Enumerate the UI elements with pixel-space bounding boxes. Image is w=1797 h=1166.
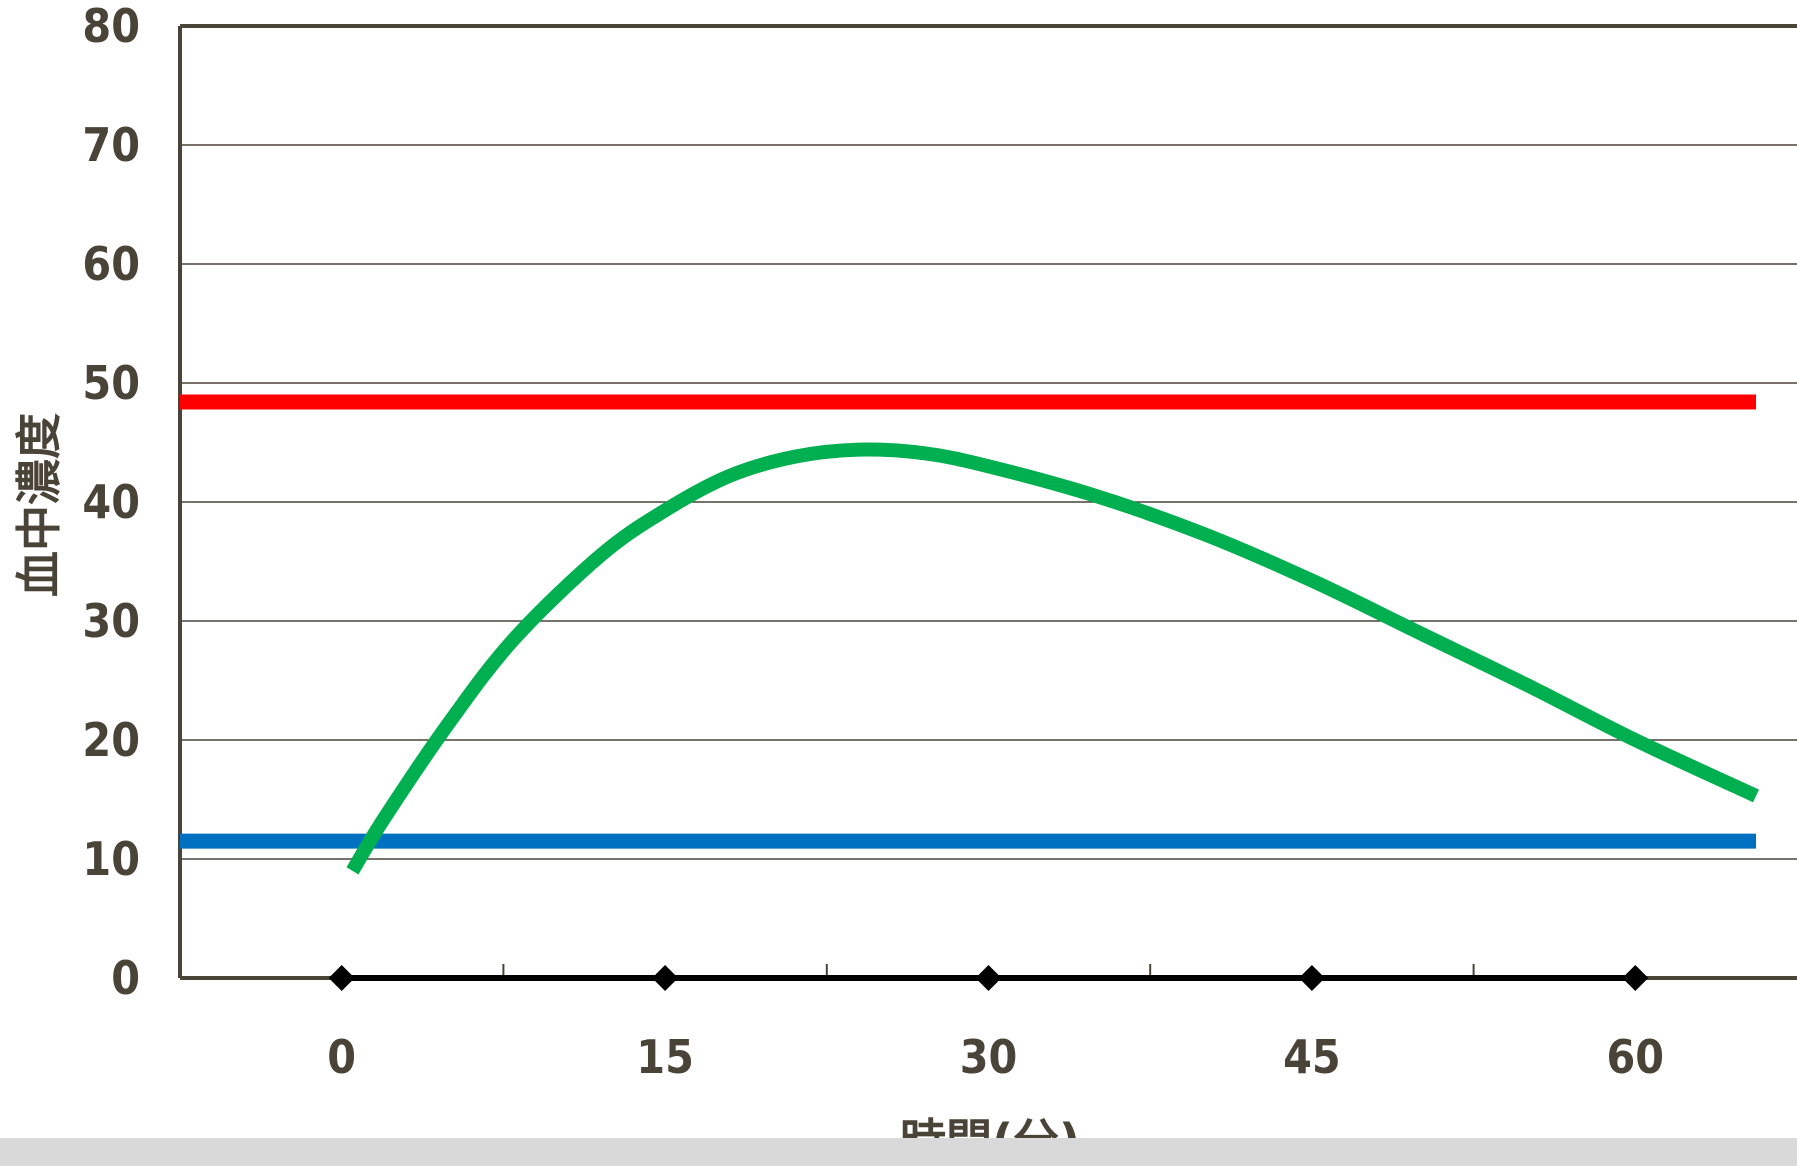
y-tick-label-80: 80 xyxy=(82,0,140,53)
gridlines xyxy=(180,25,1797,860)
baseline-marker-45 xyxy=(1298,965,1325,991)
baseline-marker-0 xyxy=(328,965,355,991)
y-tick-label-20: 20 xyxy=(82,713,140,767)
x-tick-labels: 0 15 30 45 60 xyxy=(327,1030,1664,1084)
baseline-marker-30 xyxy=(975,965,1002,991)
concentration-curve xyxy=(346,442,1759,875)
x-tick-label-15: 15 xyxy=(636,1030,694,1084)
bottom-band xyxy=(0,1138,1797,1166)
x-tick-label-60: 60 xyxy=(1607,1030,1665,1084)
x-tick-label-45: 45 xyxy=(1283,1030,1341,1084)
y-tick-label-60: 60 xyxy=(82,237,140,291)
baseline-marker-60 xyxy=(1622,965,1649,991)
y-tick-label-70: 70 xyxy=(82,118,140,172)
baseline-marker-15 xyxy=(652,965,679,991)
y-tick-label-40: 40 xyxy=(82,475,140,529)
y-tick-label-10: 10 xyxy=(82,832,140,886)
y-tick-label-0: 0 xyxy=(111,951,140,1005)
x-tick-label-30: 30 xyxy=(960,1030,1018,1084)
y-tick-label-30: 30 xyxy=(82,594,140,648)
y-tick-label-50: 50 xyxy=(82,356,140,410)
series-layer xyxy=(180,394,1759,991)
y-tick-labels: 0 10 20 30 40 50 60 70 80 xyxy=(82,0,140,1005)
x-tick-label-0: 0 xyxy=(327,1030,356,1084)
y-axis-title: 血中濃度 xyxy=(12,413,66,597)
